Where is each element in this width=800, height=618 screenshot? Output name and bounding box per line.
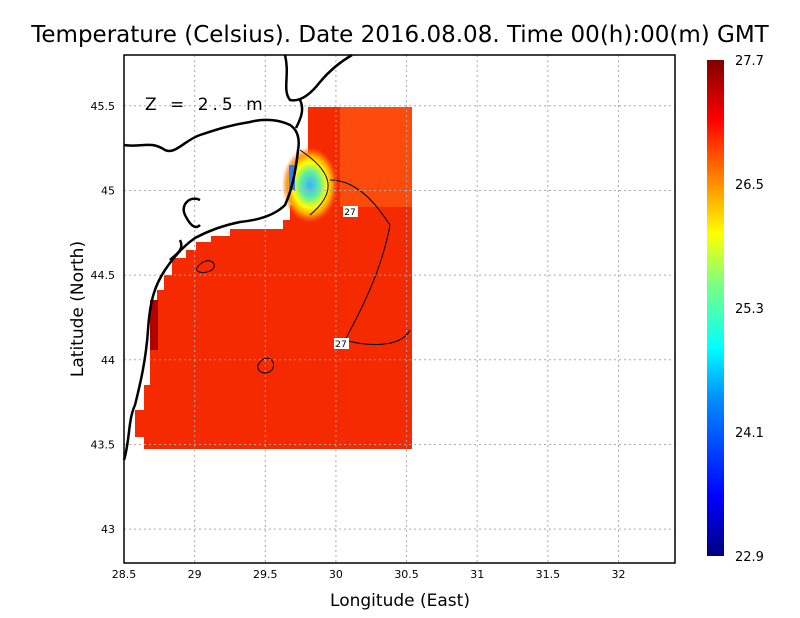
y-tick-labels: 43 43.5 44 44.5 45 45.5 xyxy=(91,100,116,536)
x-tick-label: 30.5 xyxy=(394,568,419,581)
y-tick-label: 43 xyxy=(101,523,115,536)
colorbar-tick-label: 22.9 xyxy=(735,550,764,565)
chart-title: Temperature (Celsius). Date 2016.08.08. … xyxy=(30,22,769,48)
y-tick-label: 45.5 xyxy=(91,100,116,113)
x-tick-label: 28.5 xyxy=(112,568,137,581)
temperature-field: 27 27 xyxy=(135,107,412,449)
x-tick-label: 31.5 xyxy=(536,568,561,581)
warm-orange-region xyxy=(340,107,412,207)
contour-label: 27 xyxy=(344,208,355,218)
y-axis-label: Latitude (North) xyxy=(68,241,88,377)
x-tick-label: 31 xyxy=(470,568,484,581)
colorbar-tick-label: 25.3 xyxy=(735,302,764,317)
x-tick-labels: 28.5 29 29.5 30 30.5 31 31.5 32 xyxy=(112,568,626,581)
y-tick-label: 44 xyxy=(101,354,115,367)
x-tick-label: 30 xyxy=(329,568,343,581)
colorbar-tick-label: 27.7 xyxy=(735,54,764,69)
grid-lines xyxy=(124,55,675,563)
depth-label: Z = 2.5 m xyxy=(145,95,267,115)
hot-coastal-strip xyxy=(150,300,158,350)
colorbar-tick-label: 24.1 xyxy=(735,426,764,441)
y-tick-label: 45 xyxy=(101,184,115,197)
x-tick-label: 29 xyxy=(188,568,202,581)
plot-frame xyxy=(123,54,676,564)
y-tick-label: 43.5 xyxy=(91,438,116,451)
colorbar-tick-labels: 27.7 26.5 25.3 24.1 22.9 xyxy=(735,54,764,565)
x-axis-label: Longitude (East) xyxy=(330,591,470,611)
contour-line-small xyxy=(196,260,274,374)
cold-core xyxy=(289,165,295,190)
y-tick-label: 44.5 xyxy=(91,269,116,282)
colorbar-tick-label: 26.5 xyxy=(735,178,764,193)
coastline xyxy=(122,53,353,461)
x-tick-label: 32 xyxy=(611,568,625,581)
contour-line-27 xyxy=(299,149,411,345)
x-tick-label: 29.5 xyxy=(253,568,278,581)
colorbar xyxy=(707,60,724,556)
contour-label-box xyxy=(343,206,358,217)
contour-label: 27 xyxy=(335,340,346,350)
contour-label-box xyxy=(334,338,349,349)
